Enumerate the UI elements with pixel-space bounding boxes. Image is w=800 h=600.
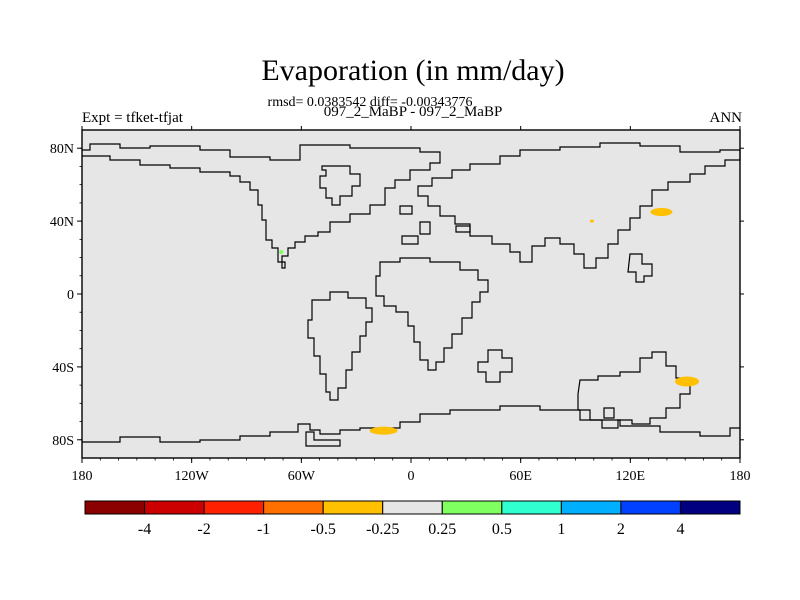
coastline-greenland [319, 165, 361, 206]
x-tick-label: 60E [509, 469, 532, 484]
colorbar-label: 2 [617, 521, 625, 538]
y-tick-label: 40S [52, 361, 74, 376]
colorbar-swatch [679, 500, 741, 515]
coastline-britain [419, 221, 431, 235]
colorbar-label: 4 [676, 521, 684, 538]
colorbar: -4 -2 -1 -0.5 -0.25 0.25 0.5 1 2 4 [84, 500, 741, 538]
colorbar-swatch [322, 500, 384, 515]
y-tick-label: 80S [52, 434, 74, 449]
coastline-iceland [399, 205, 413, 215]
coastline-australia [577, 351, 691, 429]
colorbar-label: 0.5 [492, 521, 512, 538]
colorbar-swatch [203, 500, 265, 515]
coastline-tasmania [603, 407, 615, 419]
colorbar-swatch [382, 500, 443, 515]
anomaly-patches [279, 208, 699, 435]
chart-subtitle: 097_2_MaBP - 097_2_MaBP [323, 104, 503, 120]
x-tick-label: 180 [72, 469, 93, 484]
x-tick-label: 0 [408, 469, 415, 484]
colorbar-label: 0.25 [428, 521, 456, 538]
anomaly-patch [589, 219, 594, 223]
y-tick-label: 40N [50, 215, 74, 230]
colorbar-label: -1 [257, 521, 270, 538]
colorbar-swatch [263, 500, 324, 515]
coastline-japan [627, 253, 653, 283]
colorbar-swatch [84, 500, 146, 515]
season-label: ANN [709, 110, 743, 126]
coastline-north-america [82, 143, 441, 269]
x-tick-label: 180 [730, 469, 751, 484]
colorbar-label: -4 [138, 521, 151, 538]
colorbar-swatch [501, 500, 562, 515]
colorbar-label: -2 [197, 521, 210, 538]
x-tick-label: 120W [175, 469, 210, 484]
colorbar-label: -0.5 [311, 521, 336, 538]
colorbar-swatch [144, 500, 205, 515]
coastline-africa [375, 257, 489, 371]
coastline-madagascar [477, 349, 513, 383]
stats-line: rmsd= 0.0383542 diff= -0.00343776 [267, 95, 473, 110]
coastline-antarctic-peninsula [305, 431, 341, 447]
x-tick-label: 60W [288, 469, 316, 484]
x-axis: 180 120W 60W 0 60E 120E 180 [72, 126, 751, 484]
y-tick-label: 0 [67, 288, 74, 303]
y-tick-label: 80N [50, 142, 74, 157]
experiment-label: Expt = tfket-tfjat [82, 110, 183, 126]
x-tick-label: 120E [616, 469, 646, 484]
colorbar-swatch [560, 500, 622, 515]
colorbar-swatch [620, 500, 681, 515]
colorbar-swatch [441, 500, 503, 515]
map-background [82, 130, 740, 458]
coastline-mediterranean-island [455, 225, 471, 233]
anomaly-patch [369, 426, 398, 435]
coastline-south-america [307, 291, 373, 401]
chart-title: Evaporation (in mm/day) [261, 54, 565, 87]
colorbar-label: -0.25 [366, 521, 399, 538]
y-axis: 80N 40N 0 40S 80S [50, 142, 744, 449]
anomaly-patch [279, 250, 284, 255]
anomaly-patch [650, 208, 673, 216]
anomaly-patch [674, 376, 699, 387]
colorbar-label: 1 [557, 521, 565, 538]
coastline-mediterranean-island-2 [401, 235, 419, 245]
